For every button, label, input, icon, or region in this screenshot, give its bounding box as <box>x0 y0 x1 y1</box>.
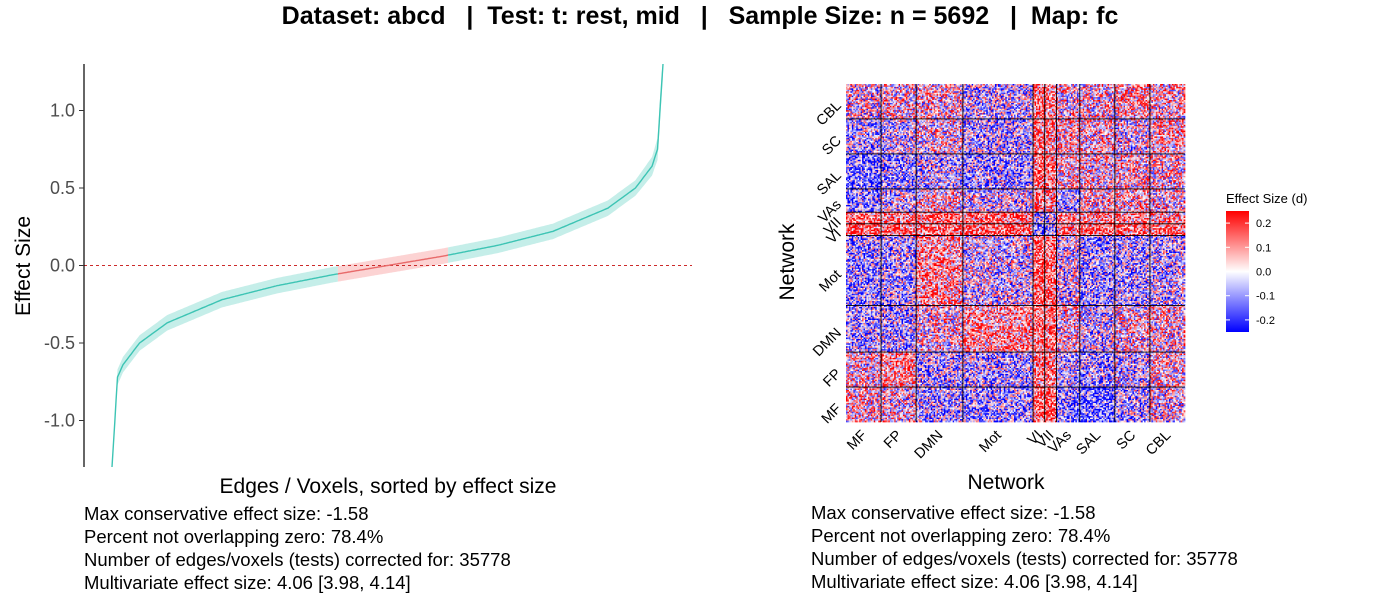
y-axis-ticks: 1.0 0.5 0.0 -0.5 -1.0 <box>44 101 84 431</box>
y-tick-label: 0.5 <box>50 178 75 198</box>
y-tick-label: -0.5 <box>44 333 75 353</box>
stat-number-of-tests: Number of edges/voxels (tests) corrected… <box>84 549 511 570</box>
y-tick-label: 0.0 <box>50 256 75 276</box>
stats-text-left: Max conservative effect size: -1.58 Perc… <box>84 503 511 593</box>
confidence-band-upper <box>448 64 663 263</box>
x-axis-title: Edges / Voxels, sorted by effect size <box>220 475 557 498</box>
y-tick-label: 1.0 <box>50 101 75 121</box>
stat-multivariate: Multivariate effect size: 4.06 [3.98, 4.… <box>84 572 411 593</box>
stat-percent-not-overlapping: Percent not overlapping zero: 78.4% <box>84 526 383 547</box>
y-tick-label: -1.0 <box>44 411 75 431</box>
y-axis-title: Effect Size <box>12 216 35 316</box>
confidence-band-lower <box>112 266 338 467</box>
figure-title: Dataset: abcd | Test: t: rest, mid | Sam… <box>282 2 1119 30</box>
effect-size-curve-panel: 1.0 0.5 0.0 -0.5 -1.0 Effect Size Edges / Vo… <box>12 64 692 593</box>
heatmap-cells <box>846 84 1185 422</box>
stat-max-conservative: Max conservative effect size: -1.58 <box>84 503 368 524</box>
